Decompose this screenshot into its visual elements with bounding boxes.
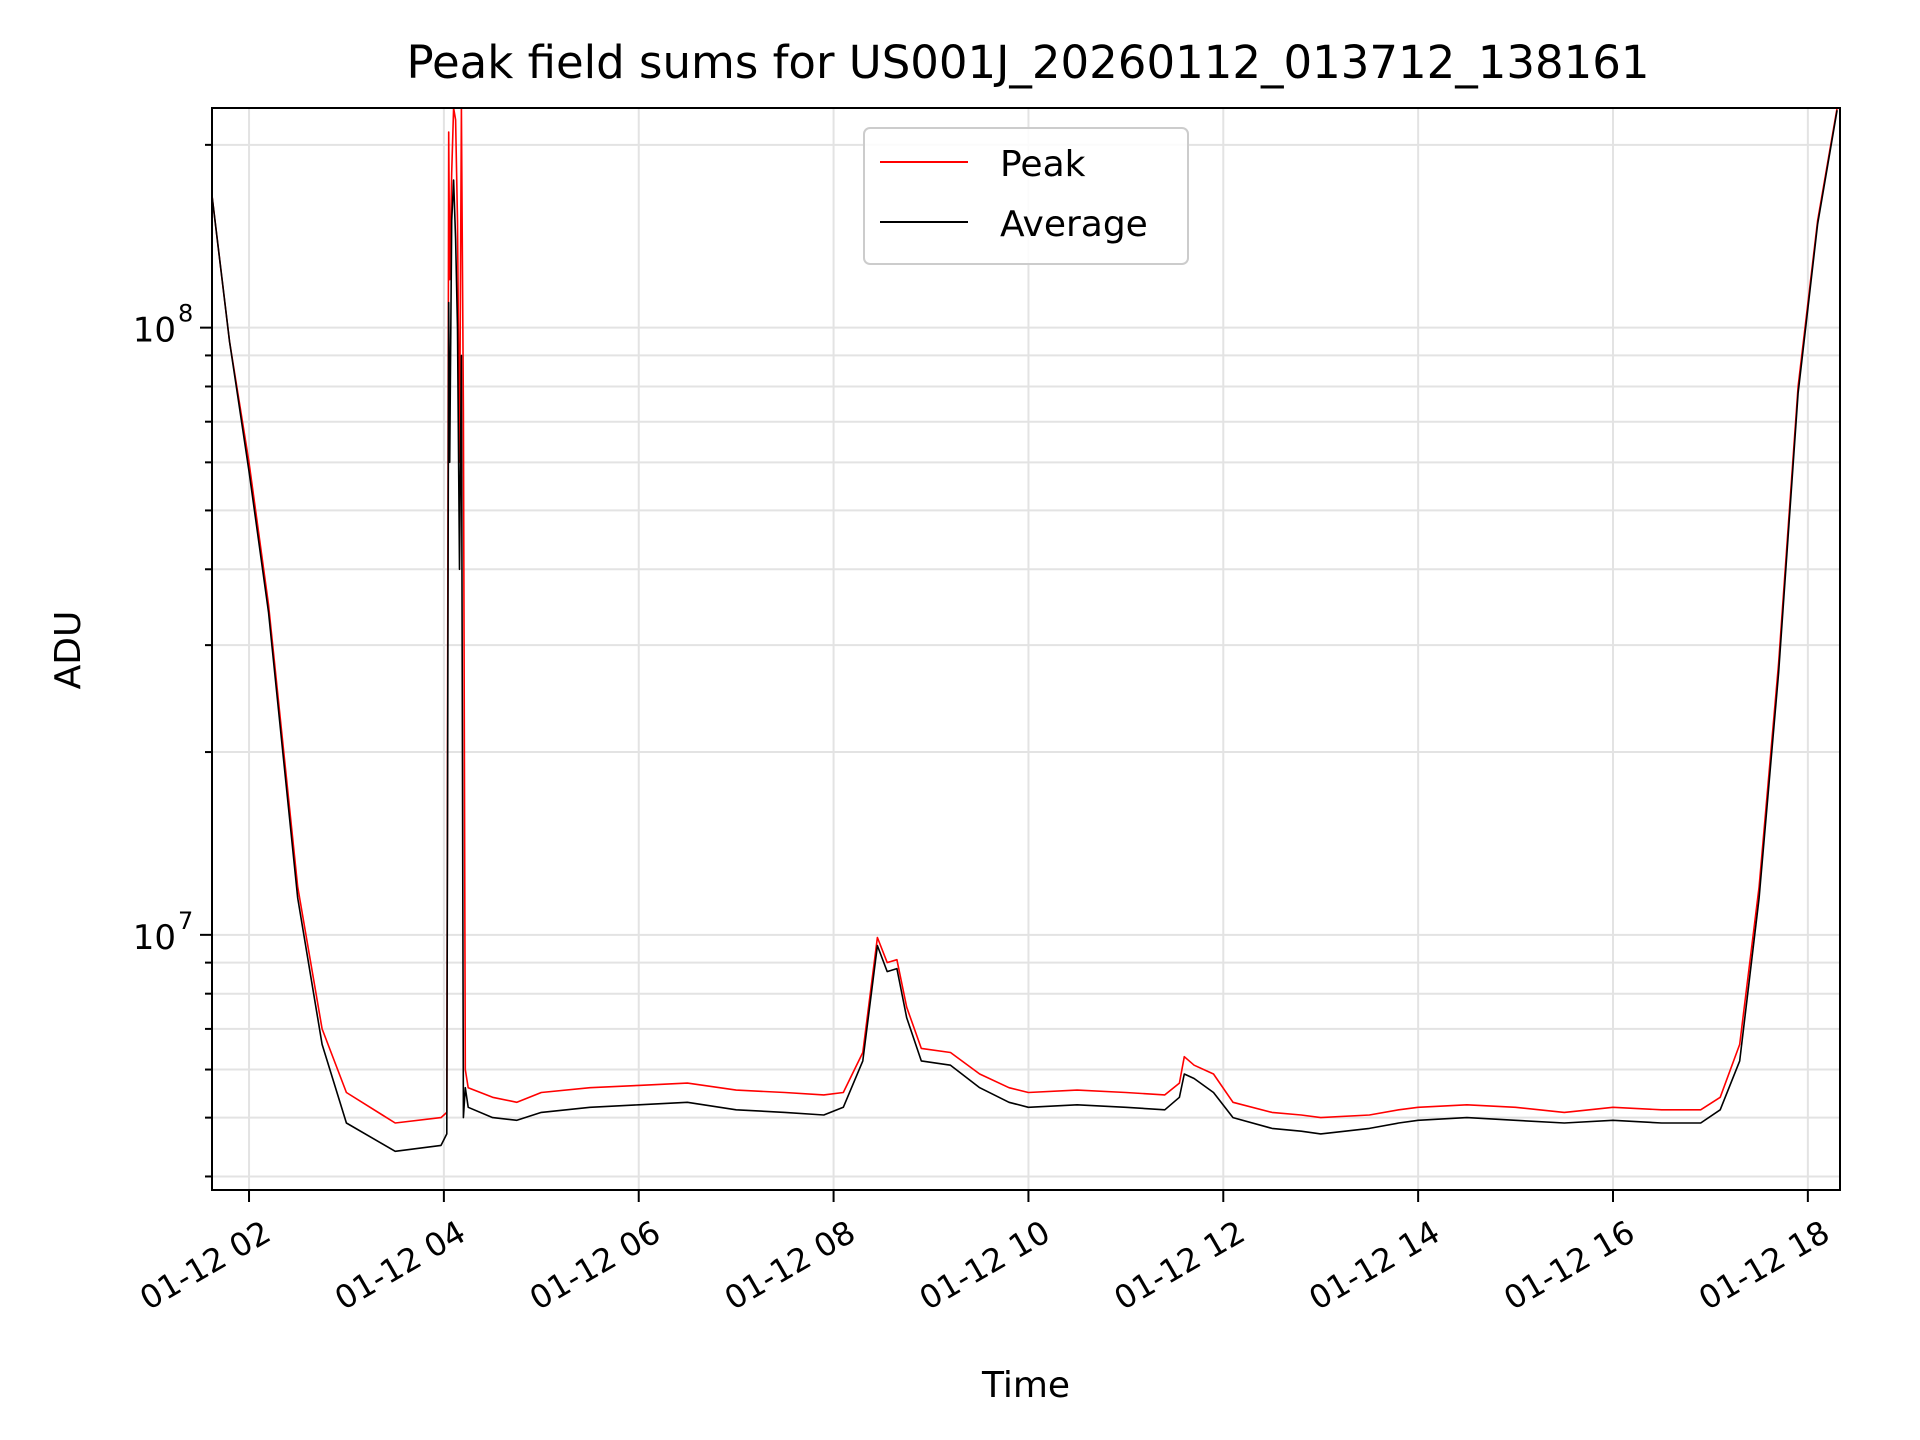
legend-label-peak: Peak — [1000, 144, 1086, 185]
series-line-peak — [212, 108, 1838, 1124]
y-axis-label: ADU — [48, 611, 89, 690]
legend: Peak Average — [863, 127, 1189, 265]
series-line-average — [212, 110, 1838, 1153]
legend-label-average: Average — [1000, 204, 1148, 245]
plot-area: 01-12 02 01-12 04 01-12 06 01-12 08 01-12 10… — [133, 107, 1841, 1318]
y-tick-label-exponent: 7 — [178, 907, 193, 935]
x-axis-label: Time — [981, 1365, 1070, 1406]
y-tick-label-exponent: 8 — [178, 300, 193, 328]
y-tick-label-base: 10 — [133, 311, 176, 351]
y-tick-label: 10 7 — [133, 907, 194, 958]
y-tick-label: 10 8 — [133, 300, 194, 351]
chart-title: Peak field sums for US001J_20260112_0137… — [406, 36, 1649, 89]
series-lines — [212, 108, 1838, 1153]
plot-frame — [211, 107, 1841, 1191]
plot-background — [212, 108, 1840, 1190]
grid-lines — [212, 108, 1840, 1190]
y-tick-label-base: 10 — [133, 918, 176, 958]
